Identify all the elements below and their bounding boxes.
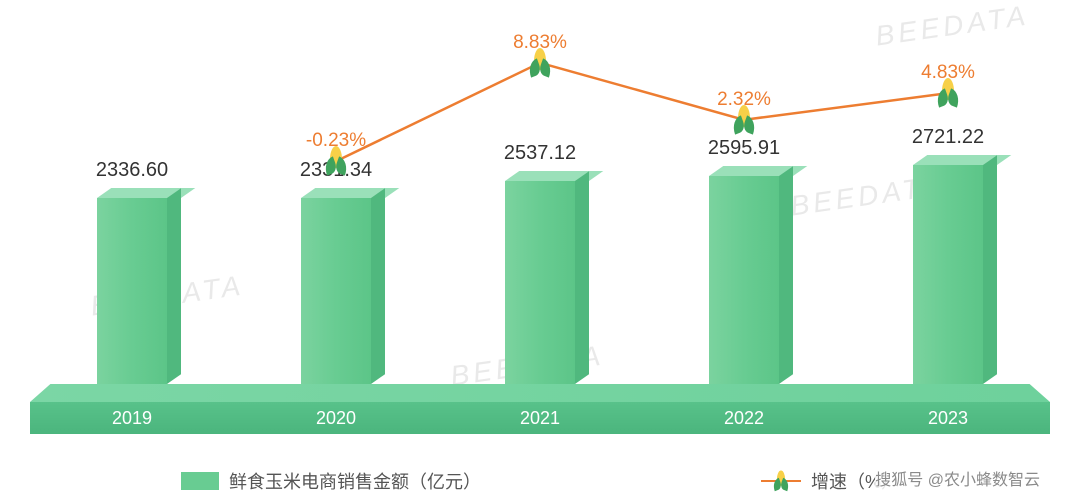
chart-area: BEEDATA BEEDATA BEEDATA BEEDATA 2336.602… xyxy=(30,20,1050,434)
x-axis-label: 2019 xyxy=(30,408,234,429)
x-axis-label: 2023 xyxy=(846,408,1050,429)
corn-icon xyxy=(772,471,790,492)
line-value-label: 4.83% xyxy=(921,62,975,84)
x-axis-label: 2021 xyxy=(438,408,642,429)
line-value-label: 2.32% xyxy=(717,89,771,111)
x-axis-label: 2020 xyxy=(234,408,438,429)
line-layer: -0.23% 8.83% 2.32% 4.83% xyxy=(30,20,1050,384)
line-value-label: 8.83% xyxy=(513,32,567,54)
bar-swatch-icon xyxy=(181,472,219,490)
x-axis-label: 2022 xyxy=(642,408,846,429)
x-axis-platform: 20192020202120222023 xyxy=(30,384,1050,434)
line-swatch-icon xyxy=(761,480,801,482)
legend-label: 鲜食玉米电商销售金额（亿元） xyxy=(229,468,481,494)
legend-item-bars: 鲜食玉米电商销售金额（亿元） xyxy=(181,468,481,494)
line-value-label: -0.23% xyxy=(306,130,366,152)
attribution-text: 搜狐号 @农小蜂数智云 xyxy=(875,466,1040,490)
